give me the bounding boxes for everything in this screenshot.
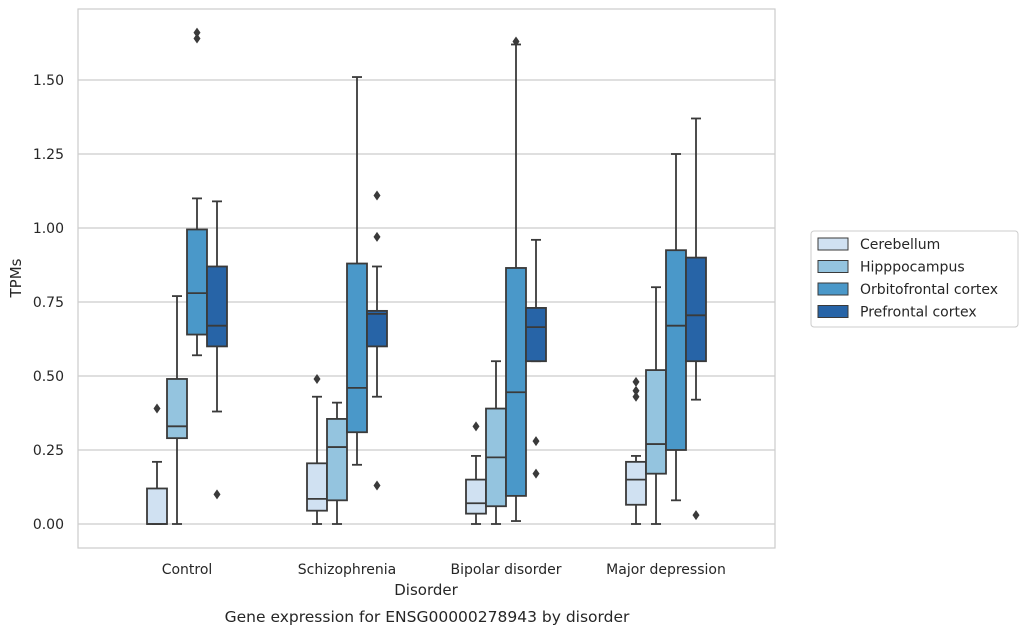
y-tick-label: 0.50 bbox=[33, 369, 64, 385]
outlier-point bbox=[532, 436, 540, 447]
outlier-point bbox=[313, 373, 321, 384]
outlier-point bbox=[193, 27, 201, 38]
box bbox=[206, 265, 228, 348]
box bbox=[645, 369, 667, 475]
outlier-point bbox=[373, 190, 381, 201]
box bbox=[665, 249, 687, 451]
y-axis-title: TPMs bbox=[7, 258, 25, 298]
outlier-point bbox=[692, 510, 700, 521]
box-group bbox=[306, 373, 328, 525]
legend-swatch bbox=[817, 237, 849, 251]
x-axis-title: Disorder bbox=[394, 581, 458, 599]
box bbox=[186, 228, 208, 336]
x-tick-label: Schizophrenia bbox=[298, 562, 396, 578]
legend-label: Hipppocampus bbox=[860, 260, 965, 276]
plot-frame bbox=[77, 8, 776, 549]
box bbox=[625, 460, 647, 506]
box bbox=[685, 256, 707, 363]
y-tick-label: 0.00 bbox=[33, 517, 64, 533]
legend-frame bbox=[810, 230, 1019, 328]
outlier-point bbox=[512, 36, 520, 47]
box-group bbox=[366, 190, 388, 491]
box-group bbox=[346, 76, 368, 466]
legend-label: Prefrontal cortex bbox=[860, 305, 977, 321]
legend-label: Cerebellum bbox=[860, 237, 940, 253]
box-group bbox=[685, 117, 707, 521]
outlier-point bbox=[472, 421, 480, 432]
y-tick-label: 0.75 bbox=[33, 295, 64, 311]
box-group bbox=[665, 153, 687, 502]
y-tick-labels: 0.00 0.25 0.50 0.75 1.00 1.25 1.50 bbox=[33, 73, 64, 533]
box bbox=[146, 487, 168, 525]
box bbox=[306, 462, 328, 512]
outlier-point bbox=[213, 489, 221, 500]
outlier-point bbox=[373, 480, 381, 491]
box-group bbox=[465, 421, 487, 525]
box bbox=[326, 418, 348, 502]
x-tick-label: Control bbox=[162, 562, 213, 578]
outlier-point bbox=[632, 391, 640, 402]
legend-swatch bbox=[817, 260, 849, 273]
y-tick-label: 1.25 bbox=[33, 147, 64, 163]
legend-swatch bbox=[817, 305, 849, 318]
box-group bbox=[186, 27, 208, 357]
box bbox=[346, 262, 368, 434]
box-group bbox=[525, 238, 547, 479]
y-tick-label: 0.25 bbox=[33, 443, 64, 459]
y-tick-label: 1.50 bbox=[33, 73, 64, 89]
outlier-point bbox=[193, 33, 201, 44]
outlier-point bbox=[373, 231, 381, 242]
legend-swatch bbox=[817, 282, 849, 296]
box bbox=[465, 478, 487, 515]
box-group bbox=[166, 295, 188, 525]
box bbox=[366, 309, 388, 348]
x-tick-label: Bipolar disorder bbox=[450, 562, 561, 578]
legend-label: Orbitofrontal cortex bbox=[860, 282, 998, 298]
outlier-point bbox=[153, 403, 161, 414]
box-group bbox=[485, 360, 507, 525]
box bbox=[525, 307, 547, 363]
y-tick-label: 1.00 bbox=[33, 221, 64, 237]
box-group bbox=[645, 286, 667, 525]
box-group bbox=[206, 200, 228, 500]
box bbox=[505, 267, 527, 497]
box-group bbox=[625, 376, 647, 525]
x-tick-label: Major depression bbox=[606, 562, 726, 578]
boxes bbox=[146, 27, 707, 525]
x-tick-labels: Control Schizophrenia Bipolar disorder Majo… bbox=[162, 562, 726, 578]
outlier-point bbox=[632, 385, 640, 396]
chart-caption: Gene expression for ENSG00000278943 by d… bbox=[225, 608, 630, 626]
legend: Cerebellum Hipppocampus Orbitofrontal cort… bbox=[810, 230, 1019, 328]
box bbox=[166, 378, 188, 440]
outlier-point bbox=[632, 376, 640, 387]
box-group bbox=[146, 403, 168, 525]
box-group bbox=[326, 401, 348, 525]
box-group bbox=[505, 36, 527, 522]
outlier-point bbox=[532, 468, 540, 479]
